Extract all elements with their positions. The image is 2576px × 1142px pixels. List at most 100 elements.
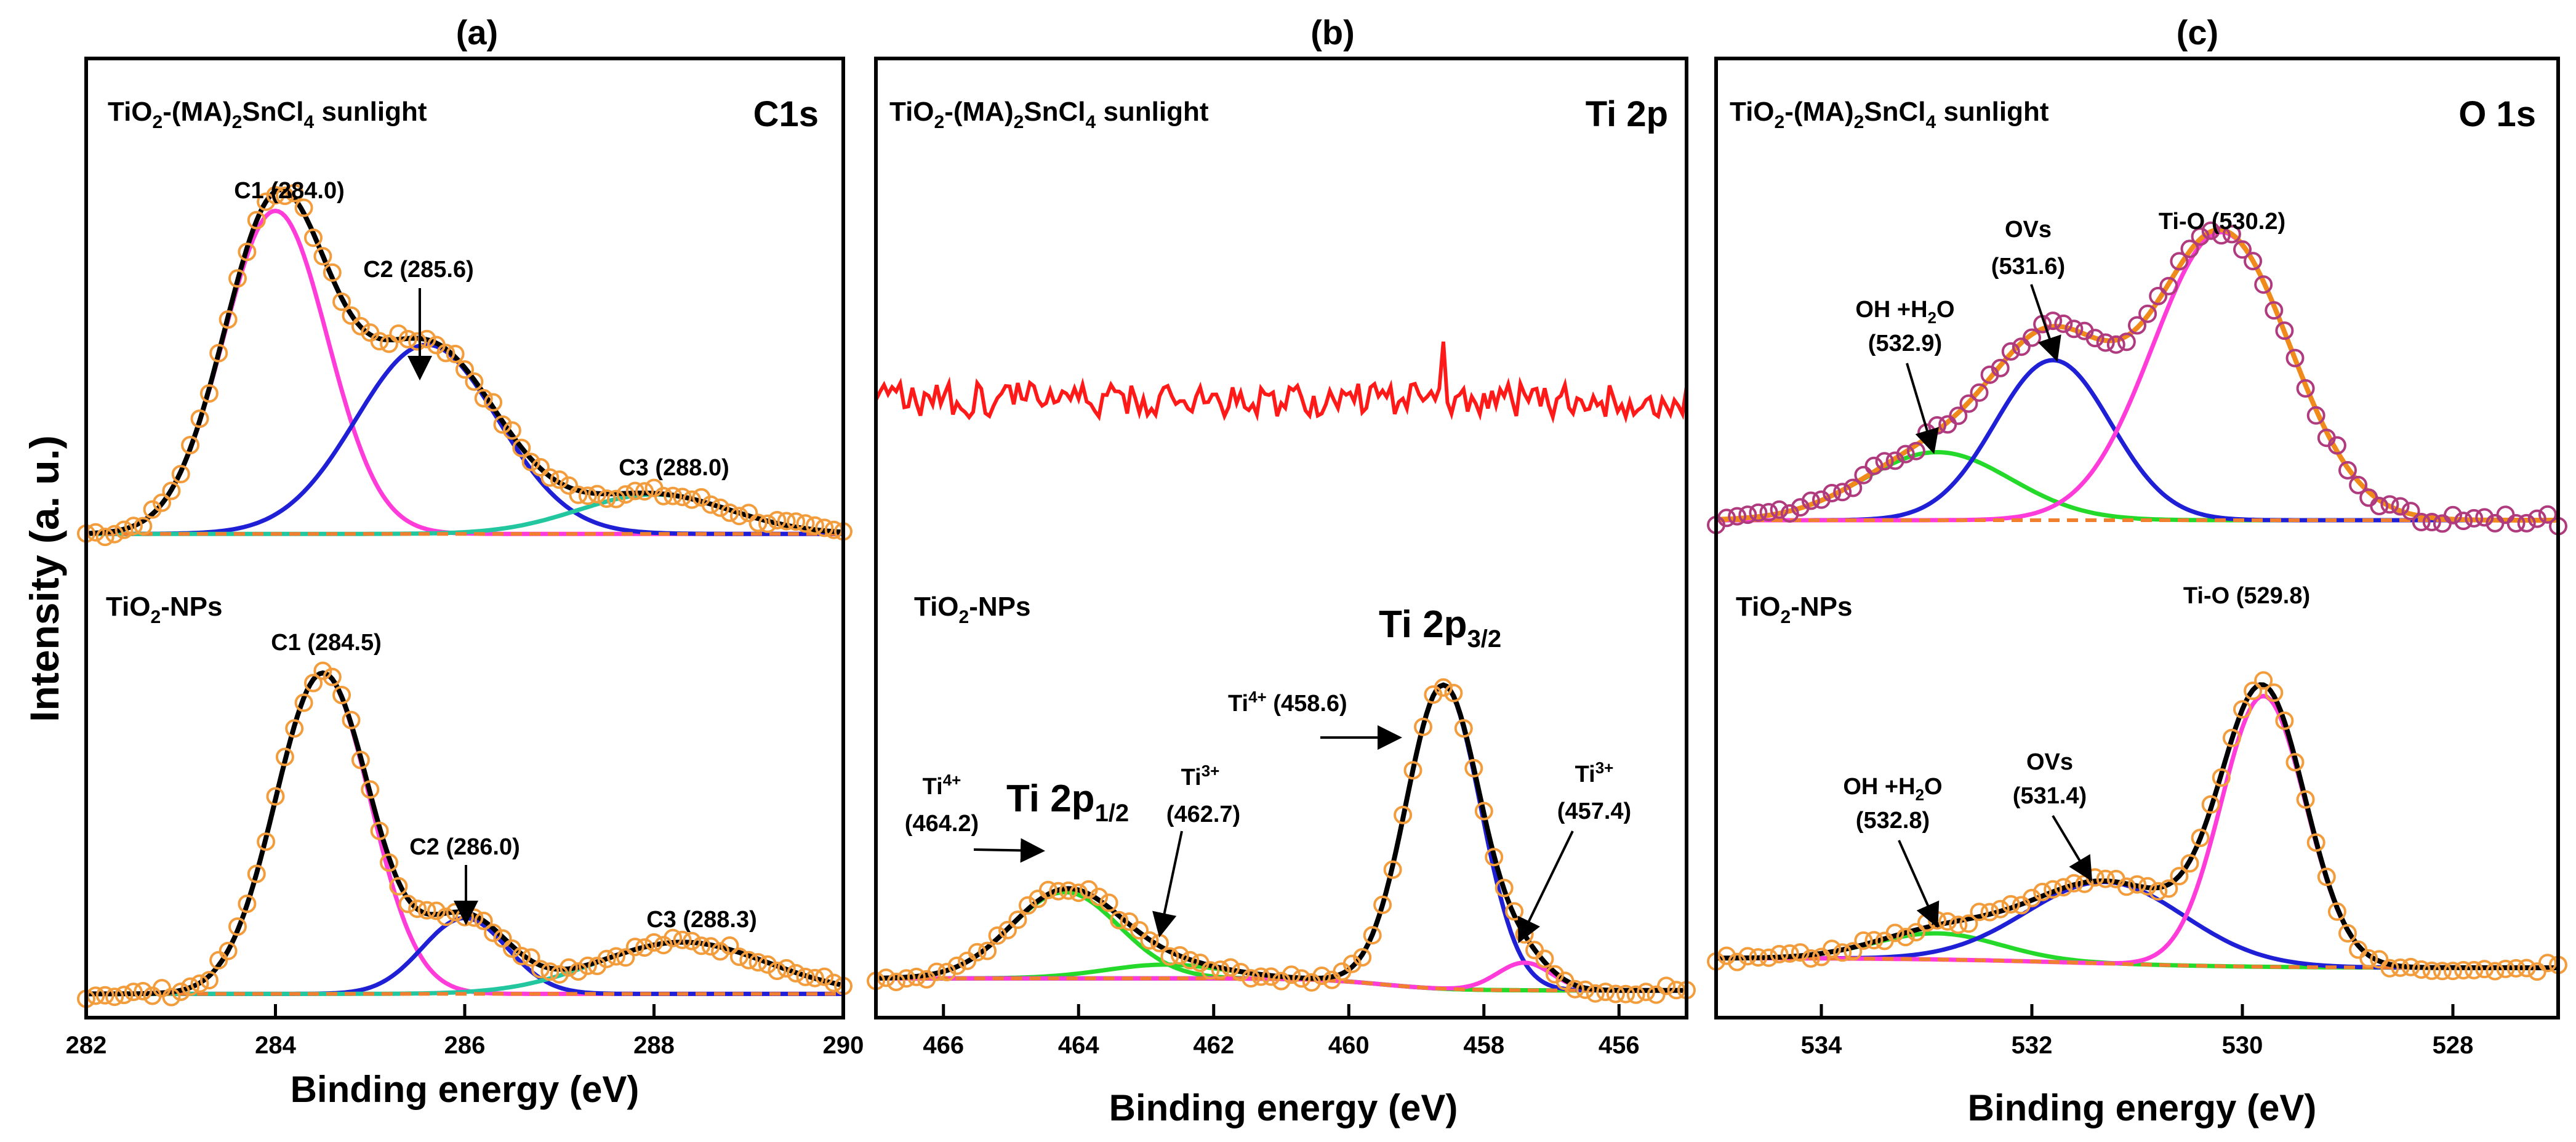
c-bot-data-point: [1854, 931, 1873, 950]
c-top-data-point: [2128, 316, 2146, 335]
a-top-data-point: [654, 486, 673, 505]
panel-c-o1s: (c) TiO2-(MA)2SnCl4 sunlight O 1s TiO2-N…: [1707, 13, 2567, 1128]
c-top-data-point: [2201, 221, 2220, 240]
a-bot-data-point: [389, 877, 408, 896]
a-top-data-point: [569, 485, 588, 504]
a-tick-label: 284: [255, 1032, 296, 1059]
a-bot-data-point: [294, 693, 313, 712]
panel-a-top-sample: TiO2-(MA)2SnCl4 sunlight: [108, 97, 427, 132]
a-top-data-point: [748, 513, 768, 533]
c-bot-data-point: [2349, 940, 2368, 959]
c-bot-data-point: [2454, 961, 2473, 979]
a-top-data-point: [380, 334, 398, 353]
a-tick-label: 286: [444, 1032, 486, 1059]
a-bot-data-point: [408, 899, 427, 919]
panel-b-curves: [867, 341, 1696, 1004]
ann-c-top-tio: Ti-O (530.2): [2159, 209, 2285, 235]
ann-b-ti4-2p12-value: (464.2): [905, 811, 979, 837]
b-bot-data-point: [1596, 983, 1615, 1002]
c-top-data-point: [2486, 513, 2505, 533]
c-top-data-point: [1844, 478, 1863, 497]
b-bot-data-point: [1292, 969, 1311, 988]
panel-a-curves: [77, 183, 853, 1008]
b-bot-data-point: [1099, 893, 1118, 912]
c-bot-data-point: [1780, 944, 1799, 963]
a-top-data-point: [758, 514, 777, 533]
c-bot-data-point: [2170, 867, 2189, 886]
b-bot-data-point: [1363, 926, 1382, 945]
ann-c-bot-ovs: OVs: [2026, 749, 2073, 775]
a-top-data-point: [815, 518, 834, 537]
b-bot-data-point: [1403, 761, 1422, 780]
a-top-data-point: [275, 187, 294, 206]
c-bot-data-point: [2149, 882, 2168, 901]
b-bot-data-point: [1667, 981, 1686, 1000]
b-bot-data-point: [937, 963, 957, 981]
c-top-data-point: [1759, 503, 1778, 521]
c-top-data-point: [2401, 502, 2420, 521]
a-top-data-point: [219, 310, 238, 329]
ann-c-top-oh-value: (532.9): [1868, 331, 1942, 356]
b-bot-data-point: [886, 973, 905, 991]
a-tick-label: 288: [633, 1032, 675, 1059]
a-bot-data-point: [739, 951, 758, 970]
c-top-data-point: [1812, 490, 1831, 509]
a-top-data-point: [484, 393, 503, 412]
a-top-data-point: [560, 476, 579, 495]
arrow-c-top-oh: [1906, 363, 1939, 454]
c-top-envelope: [1715, 227, 2558, 523]
c-top-data-point: [2212, 226, 2231, 245]
b-bot-data-point: [1637, 983, 1656, 1002]
a-bot-data-point: [134, 982, 153, 1000]
c-top-data-point: [2517, 513, 2536, 533]
a-top-data-point: [683, 490, 701, 509]
b-bot-data-point: [1272, 971, 1291, 991]
panel-b-ti2p: (b) TiO2-(MA)2SnCl4 sunlight Ti 2p TiO2-…: [867, 13, 1696, 1128]
c-top-data-point: [1738, 505, 1757, 525]
panel-b-bottom-sample: TiO2-NPs: [914, 592, 1030, 627]
a-top-data-point: [607, 489, 625, 509]
a-bot-data-point: [114, 986, 134, 1005]
c-bot-data-point: [2527, 962, 2546, 981]
b-tick-label: 456: [1599, 1032, 1640, 1059]
c-top-data-point: [2254, 275, 2273, 294]
c-bot-data-point: [2296, 790, 2315, 809]
c-bot-data-point: [2138, 877, 2157, 896]
c-bot-data-point: [1749, 948, 1768, 967]
a-bot-data-point: [190, 974, 209, 993]
a-bot-data-point: [105, 987, 124, 1007]
ann-a-bot-c1: C1 (284.5): [271, 630, 382, 656]
a-bot-data-point: [304, 674, 323, 693]
a-top-data-point: [351, 316, 370, 336]
a-tick-label: 282: [66, 1032, 107, 1059]
c-bot-data-point: [2306, 833, 2325, 852]
c-tick-label: 528: [2433, 1032, 2474, 1059]
panel-c-ticks: 534 532 530 528: [1801, 1004, 2474, 1059]
c-bot-data-point: [2012, 896, 2031, 915]
c-bot-data-point: [2212, 768, 2231, 787]
a-bot-data-point: [332, 686, 351, 704]
c-top-data-point: [2064, 320, 2084, 339]
panel-c-xlabel: Binding energy (eV): [1968, 1087, 2317, 1128]
ann-b-ti4-2p32: Ti4+ (458.6): [1228, 688, 1347, 717]
a-bot-data-point: [512, 947, 531, 965]
c-bot-data-point: [1991, 899, 2010, 919]
b-bot-data-point: [1059, 881, 1078, 900]
panel-a-ticks: 282 284 286 288 290: [66, 1004, 864, 1059]
c-top-data-point: [2433, 514, 2452, 533]
c-top-data-point: [2391, 497, 2410, 516]
c-top-data-point: [2475, 508, 2494, 527]
a-top-data-point: [540, 468, 560, 487]
a-bot-data-point: [569, 962, 588, 981]
a-bot-data-point: [313, 661, 332, 680]
c-bot-data-point: [2054, 878, 2073, 897]
c-top-data-point: [2527, 509, 2546, 528]
arrow-b-ti3-2p32: [1517, 830, 1574, 944]
ann-a-bot-c3: C3 (288.3): [646, 907, 757, 933]
c-top-data-point: [2096, 333, 2115, 352]
a-bot-data-point: [758, 955, 777, 974]
a-top-data-point: [370, 332, 389, 351]
a-top-data-point: [796, 514, 815, 533]
ann-c-bot-oh: OH +H2O: [1843, 774, 1942, 804]
c-bot-data-point: [2222, 728, 2241, 747]
